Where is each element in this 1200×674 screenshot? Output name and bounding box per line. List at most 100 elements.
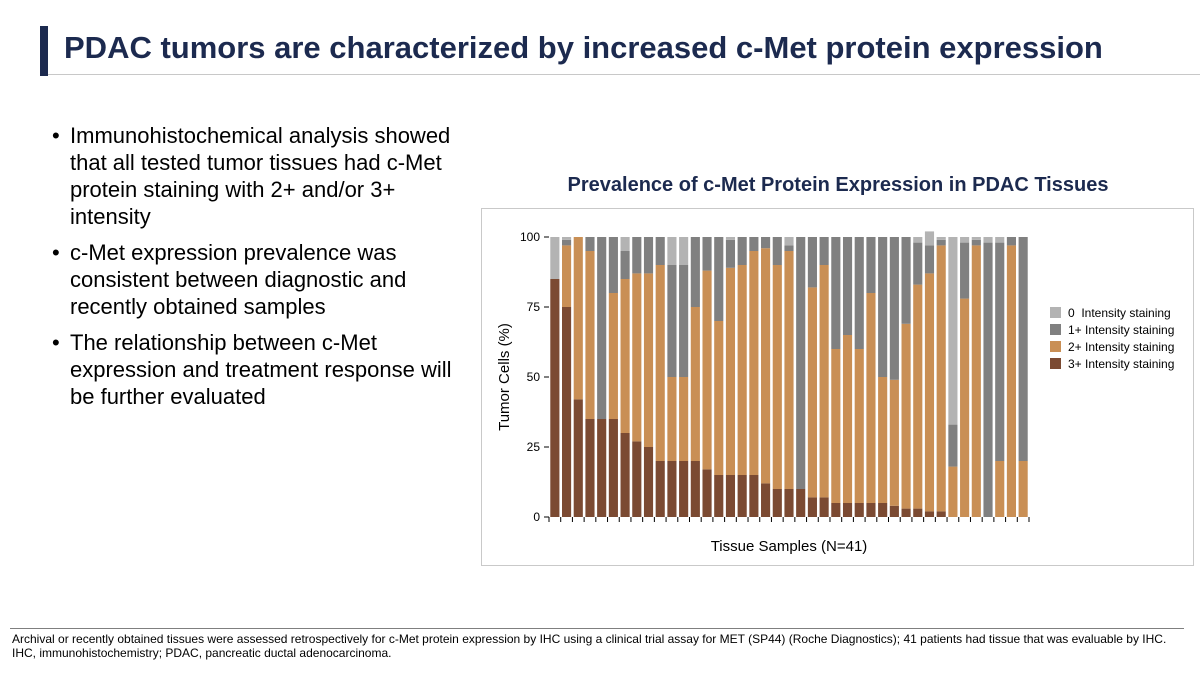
bar-segment [842, 237, 853, 335]
bar-segment [725, 239, 736, 268]
bar-segment [936, 237, 946, 240]
legend-swatch [1050, 307, 1061, 318]
bar-segment [784, 489, 794, 517]
y-tick-label: 25 [527, 440, 541, 454]
footnote-divider [10, 628, 1184, 629]
y-tick-label: 0 [533, 510, 540, 524]
footnote-line: IHC, immunohistochemistry; PDAC, pancrea… [12, 646, 392, 660]
bar-segment [924, 245, 935, 274]
bar-segment [620, 237, 630, 251]
bar-segment [573, 237, 583, 400]
bar-segment [936, 239, 946, 246]
bar-segment [878, 503, 888, 517]
bar-segment [725, 267, 736, 475]
bar-segment [796, 489, 806, 517]
bar-segment [667, 265, 677, 377]
bar-segment [948, 237, 958, 425]
bar-segment [948, 466, 958, 517]
bar-segment [632, 237, 642, 274]
bar-segment [562, 239, 572, 246]
bar-segment [842, 503, 853, 517]
bar-segment [889, 379, 899, 506]
bar-segment [772, 265, 782, 489]
bar-segment [960, 298, 970, 517]
bar-segment [878, 237, 888, 377]
bar-segment [901, 237, 911, 324]
bar-segment [854, 237, 864, 349]
bar-segment [714, 237, 724, 321]
y-tick-label: 75 [527, 300, 541, 314]
bar-segment [690, 461, 700, 517]
bar-segment [737, 237, 747, 265]
bar-segment [632, 441, 642, 517]
bar-segment [983, 242, 993, 517]
bar-segment [655, 265, 665, 461]
bar-segment [620, 279, 630, 433]
bar-segment [643, 273, 654, 447]
y-axis-title: Tumor Cells (%) [496, 323, 513, 431]
bar-segment [960, 242, 970, 299]
chart-panel: 0 25 50 75 100 Tumor Cells (%) Tissue Sample… [481, 208, 1194, 566]
bar-segment [643, 237, 654, 274]
bar-segment [807, 497, 817, 517]
x-axis [548, 517, 1030, 522]
bar-segment [971, 245, 981, 517]
bar-segment [924, 273, 935, 512]
bar-segment [866, 503, 876, 517]
slide-title: PDAC tumors are characterized by increas… [64, 30, 1103, 65]
bar-segment [1018, 237, 1028, 461]
bar-segment [667, 377, 677, 461]
bar-segment [772, 237, 782, 265]
bar-segment [807, 287, 817, 498]
stacked-bar-chart: 0 25 50 75 100 Tumor Cells (%) Tissue Sample… [496, 230, 1174, 555]
bar-segment [761, 248, 771, 484]
y-tick-label: 50 [527, 370, 541, 384]
legend-label: 2+ Intensity staining [1068, 340, 1174, 354]
bar-group [550, 231, 1028, 517]
bar-segment [913, 242, 923, 285]
bar-segment [1018, 461, 1028, 517]
footnote: Archival or recently obtained tissues we… [12, 632, 1182, 660]
bar-segment [971, 239, 981, 246]
bar-segment [936, 245, 946, 512]
bullet-list: Immunohistochemical analysis showed that… [52, 122, 452, 419]
bar-segment [585, 251, 595, 419]
bar-segment [960, 237, 970, 243]
bar-segment [737, 475, 747, 517]
bar-segment [585, 237, 595, 251]
bar-segment [632, 273, 642, 442]
chart-title: Prevalence of c-Met Protein Expression i… [567, 174, 1109, 196]
bar-segment [784, 251, 794, 489]
bar-segment [995, 237, 1005, 243]
bar-segment [761, 483, 771, 517]
bar-segment [620, 433, 630, 517]
bar-segment [562, 307, 572, 517]
bar-segment [772, 489, 782, 517]
bullet-item: The relationship between c-Met expressio… [52, 329, 452, 410]
legend-swatch [1050, 324, 1061, 335]
bar-segment [971, 237, 981, 240]
bar-segment [643, 447, 654, 517]
bar-segment [761, 237, 771, 249]
bar-segment [936, 511, 946, 517]
bar-segment [924, 231, 935, 246]
bar-segment [667, 237, 677, 265]
bar-segment [995, 461, 1005, 517]
bar-segment [854, 503, 864, 517]
bar-segment [667, 461, 677, 517]
bar-segment [749, 251, 759, 475]
bar-segment [1006, 237, 1016, 246]
bar-segment [924, 511, 935, 517]
bar-segment [608, 419, 618, 517]
bar-segment [550, 279, 560, 517]
bar-segment [690, 237, 700, 307]
bar-segment [807, 237, 817, 288]
bar-segment [690, 307, 700, 461]
bar-segment [655, 237, 665, 265]
bar-segment [679, 461, 689, 517]
bar-segment [702, 270, 712, 470]
legend-swatch [1050, 358, 1061, 369]
bullet-item: Immunohistochemical analysis showed that… [52, 122, 452, 230]
bar-segment [562, 245, 572, 307]
bar-segment [608, 237, 618, 293]
